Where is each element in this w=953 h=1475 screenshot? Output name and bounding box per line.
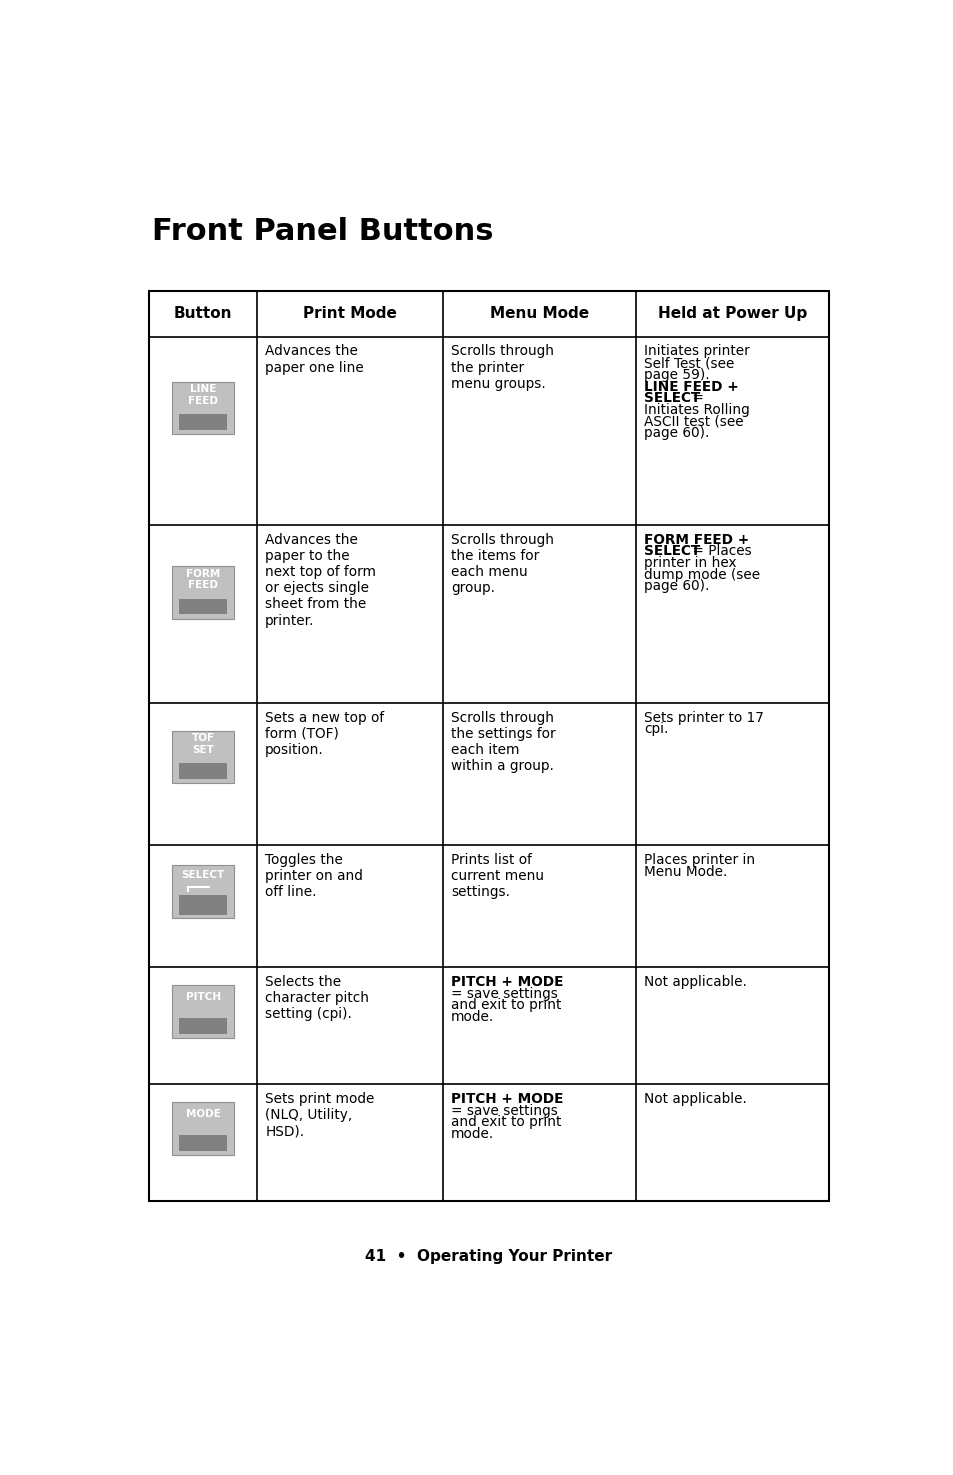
Text: Advances the
paper to the
next top of form
or ejects single
sheet from the
print: Advances the paper to the next top of fo… bbox=[265, 532, 375, 627]
Text: = save settings: = save settings bbox=[451, 987, 558, 1000]
Text: Front Panel Buttons: Front Panel Buttons bbox=[152, 217, 493, 246]
Text: page 60).: page 60). bbox=[643, 580, 709, 593]
Bar bbox=[172, 985, 233, 1038]
Text: TOF
SET: TOF SET bbox=[192, 733, 214, 755]
Text: Sets a new top of
form (TOF)
position.: Sets a new top of form (TOF) position. bbox=[265, 711, 384, 757]
Text: Toggles the
printer on and
off line.: Toggles the printer on and off line. bbox=[265, 853, 363, 900]
Bar bbox=[179, 1018, 227, 1034]
Text: Initiates printer: Initiates printer bbox=[643, 345, 749, 358]
Text: SELECT: SELECT bbox=[643, 391, 700, 406]
Text: 41  •  Operating Your Printer: 41 • Operating Your Printer bbox=[365, 1249, 612, 1264]
Text: Sets print mode
(NLQ, Utility,
HSD).: Sets print mode (NLQ, Utility, HSD). bbox=[265, 1092, 375, 1139]
Text: Print Mode: Print Mode bbox=[303, 307, 396, 322]
Text: SELECT: SELECT bbox=[643, 544, 700, 558]
Text: Scrolls through
the printer
menu groups.: Scrolls through the printer menu groups. bbox=[451, 345, 554, 391]
Text: Scrolls through
the settings for
each item
within a group.: Scrolls through the settings for each it… bbox=[451, 711, 555, 773]
Text: Menu Mode: Menu Mode bbox=[490, 307, 589, 322]
Text: page 59).: page 59). bbox=[643, 367, 709, 382]
Bar bbox=[172, 1102, 233, 1155]
Text: Prints list of
current menu
settings.: Prints list of current menu settings. bbox=[451, 853, 543, 900]
Text: LINE FEED +: LINE FEED + bbox=[643, 379, 738, 394]
Text: Scrolls through
the items for
each menu
group.: Scrolls through the items for each menu … bbox=[451, 532, 554, 594]
Text: = Places: = Places bbox=[687, 544, 751, 558]
Bar bbox=[179, 414, 227, 431]
Text: Advances the
paper one line: Advances the paper one line bbox=[265, 345, 363, 375]
Bar bbox=[172, 730, 233, 783]
Text: =: = bbox=[687, 391, 702, 406]
Text: and exit to print: and exit to print bbox=[451, 999, 561, 1012]
Text: MODE: MODE bbox=[186, 1109, 220, 1120]
Bar bbox=[172, 866, 233, 917]
Text: Button: Button bbox=[173, 307, 233, 322]
Text: Menu Mode.: Menu Mode. bbox=[643, 864, 726, 879]
Text: PITCH + MODE: PITCH + MODE bbox=[451, 1092, 563, 1106]
Bar bbox=[172, 382, 233, 435]
Text: Held at Power Up: Held at Power Up bbox=[658, 307, 806, 322]
Text: mode.: mode. bbox=[451, 1010, 494, 1024]
Text: ASCII test (see: ASCII test (see bbox=[643, 414, 742, 429]
Text: = save settings: = save settings bbox=[451, 1103, 558, 1118]
Bar bbox=[179, 895, 227, 914]
Text: FORM
FEED: FORM FEED bbox=[186, 568, 220, 590]
Bar bbox=[179, 763, 227, 779]
Text: Not applicable.: Not applicable. bbox=[643, 975, 746, 988]
Bar bbox=[149, 291, 828, 1201]
Bar bbox=[179, 599, 227, 615]
Bar bbox=[179, 1134, 227, 1150]
Text: cpi.: cpi. bbox=[643, 723, 668, 736]
Text: mode.: mode. bbox=[451, 1127, 494, 1142]
Text: dump mode (see: dump mode (see bbox=[643, 568, 760, 581]
Text: FORM FEED +: FORM FEED + bbox=[643, 532, 748, 547]
Text: Not applicable.: Not applicable. bbox=[643, 1092, 746, 1106]
Text: Selects the
character pitch
setting (cpi).: Selects the character pitch setting (cpi… bbox=[265, 975, 369, 1021]
Text: printer in hex: printer in hex bbox=[643, 556, 736, 569]
Text: Sets printer to 17: Sets printer to 17 bbox=[643, 711, 763, 724]
Text: Self Test (see: Self Test (see bbox=[643, 355, 734, 370]
Text: page 60).: page 60). bbox=[643, 426, 709, 441]
Text: Places printer in: Places printer in bbox=[643, 853, 755, 867]
Text: PITCH: PITCH bbox=[185, 993, 220, 1002]
Bar bbox=[172, 566, 233, 618]
Text: and exit to print: and exit to print bbox=[451, 1115, 561, 1130]
Text: LINE
FEED: LINE FEED bbox=[188, 385, 218, 406]
Text: PITCH + MODE: PITCH + MODE bbox=[451, 975, 563, 988]
Text: SELECT: SELECT bbox=[181, 870, 225, 881]
Text: Initiates Rolling: Initiates Rolling bbox=[643, 403, 749, 417]
